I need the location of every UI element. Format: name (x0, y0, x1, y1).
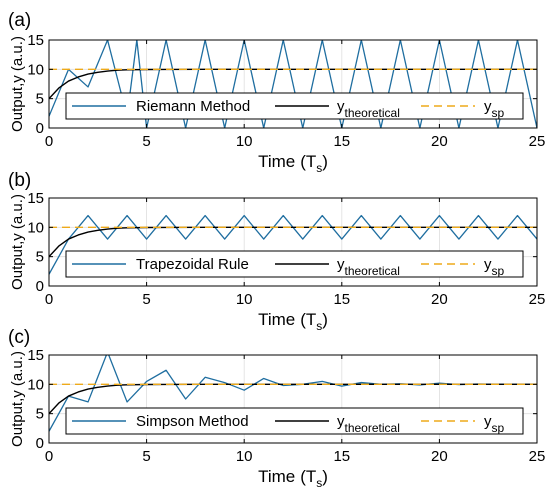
series-line-theoretical (49, 383, 537, 415)
x-axis-label-sub: s (316, 476, 322, 490)
plot-area (49, 355, 537, 432)
panel-label: (b) (8, 170, 31, 191)
y-tick-label: 5 (36, 249, 44, 266)
legend-label-theoretical: ytheoretical (337, 256, 400, 278)
x-axis-label-main: Time (258, 467, 295, 486)
legend-label-sub: sp (492, 264, 505, 278)
legend: Riemann Method ytheoretical ysp (65, 92, 524, 120)
legend-label-main: Riemann Method (136, 98, 250, 115)
series-line-theoretical (49, 226, 537, 258)
y-tick-label: 5 (36, 91, 44, 108)
legend-label-main: y (484, 98, 492, 115)
legend-label-setpoint: ysp (484, 98, 505, 120)
y-axis-label: Output,y (a.u.) (9, 351, 26, 447)
x-tick-label: 25 (529, 448, 546, 465)
panel-label: (a) (8, 10, 31, 31)
x-axis-label-prefix: (T (300, 467, 316, 486)
x-tick-label: 0 (45, 133, 53, 150)
y-tick-label: 0 (36, 278, 44, 295)
x-axis-label-suffix: ) (322, 467, 328, 486)
x-tick-label: 10 (236, 133, 253, 150)
legend-label-numeric: Riemann Method (136, 98, 250, 115)
y-tick-label: 0 (36, 120, 44, 137)
legend-label-numeric: Simpson Method (136, 413, 249, 430)
x-axis-label-prefix: (T (300, 310, 316, 329)
legend-label-main: y (337, 413, 345, 430)
legend-label-sub: sp (492, 421, 505, 435)
legend-label-main: y (337, 98, 345, 115)
legend-label-sub: theoretical (345, 264, 400, 278)
legend: Simpson Method ytheoretical ysp (65, 407, 524, 435)
x-tick-label: 25 (529, 291, 546, 308)
x-axis-label: Time (Ts) (258, 152, 328, 175)
x-axis-label-sub: s (316, 319, 322, 333)
legend-label-theoretical: ytheoretical (337, 413, 400, 435)
y-tick-label: 10 (27, 219, 44, 236)
y-tick-label: 15 (27, 190, 44, 207)
x-axis-label: Time (Ts) (258, 310, 328, 333)
legend-label-sub: sp (492, 106, 505, 120)
legend-label-theoretical: ytheoretical (337, 98, 400, 120)
x-tick-label: 15 (333, 448, 350, 465)
y-axis-label: Output,y (a.u.) (9, 36, 26, 132)
x-axis-label-sub: s (316, 161, 322, 175)
y-tick-label: 15 (27, 347, 44, 364)
x-tick-label: 0 (45, 291, 53, 308)
y-tick-label: 10 (27, 376, 44, 393)
y-axis-label: Output,y (a.u.) (9, 194, 26, 290)
x-tick-label: 5 (142, 448, 150, 465)
x-axis-label-main: Time (258, 310, 295, 329)
legend-label-main: Trapezoidal Rule (136, 256, 249, 273)
x-tick-label: 20 (431, 291, 448, 308)
x-tick-label: 0 (45, 448, 53, 465)
legend: Trapezoidal Rule ytheoretical ysp (65, 250, 524, 278)
axes-box (48, 39, 538, 129)
y-tick-label: 0 (36, 435, 44, 452)
x-tick-label: 10 (236, 448, 253, 465)
series-line-theoretical (49, 68, 537, 100)
y-tick-label: 10 (27, 61, 44, 78)
x-tick-label: 15 (333, 133, 350, 150)
x-tick-label: 5 (142, 133, 150, 150)
y-tick-label: 5 (36, 406, 44, 423)
x-axis-label-main: Time (258, 152, 295, 171)
x-tick-label: 25 (529, 133, 546, 150)
plot-area (49, 214, 537, 275)
legend-label-sub: theoretical (345, 106, 400, 120)
x-axis-label-suffix: ) (322, 152, 328, 171)
x-axis-label-prefix: (T (300, 152, 316, 171)
x-tick-label: 20 (431, 448, 448, 465)
x-tick-label: 20 (431, 133, 448, 150)
x-tick-label: 10 (236, 291, 253, 308)
legend-label-main: y (337, 256, 345, 273)
y-tick-label: 15 (27, 32, 44, 49)
x-tick-label: 5 (142, 291, 150, 308)
legend-label-main: Simpson Method (136, 413, 249, 430)
x-axis-label-suffix: ) (322, 310, 328, 329)
axes-box (48, 354, 538, 444)
legend-label-setpoint: ysp (484, 256, 505, 278)
x-tick-label: 15 (333, 291, 350, 308)
panel-label: (c) (8, 327, 30, 348)
x-axis-label: Time (Ts) (258, 467, 328, 490)
legend-label-main: y (484, 256, 492, 273)
legend-label-main: y (484, 413, 492, 430)
legend-label-numeric: Trapezoidal Rule (136, 256, 249, 273)
legend-label-sub: theoretical (345, 421, 400, 435)
legend-label-setpoint: ysp (484, 413, 505, 435)
axes-box (48, 197, 538, 287)
